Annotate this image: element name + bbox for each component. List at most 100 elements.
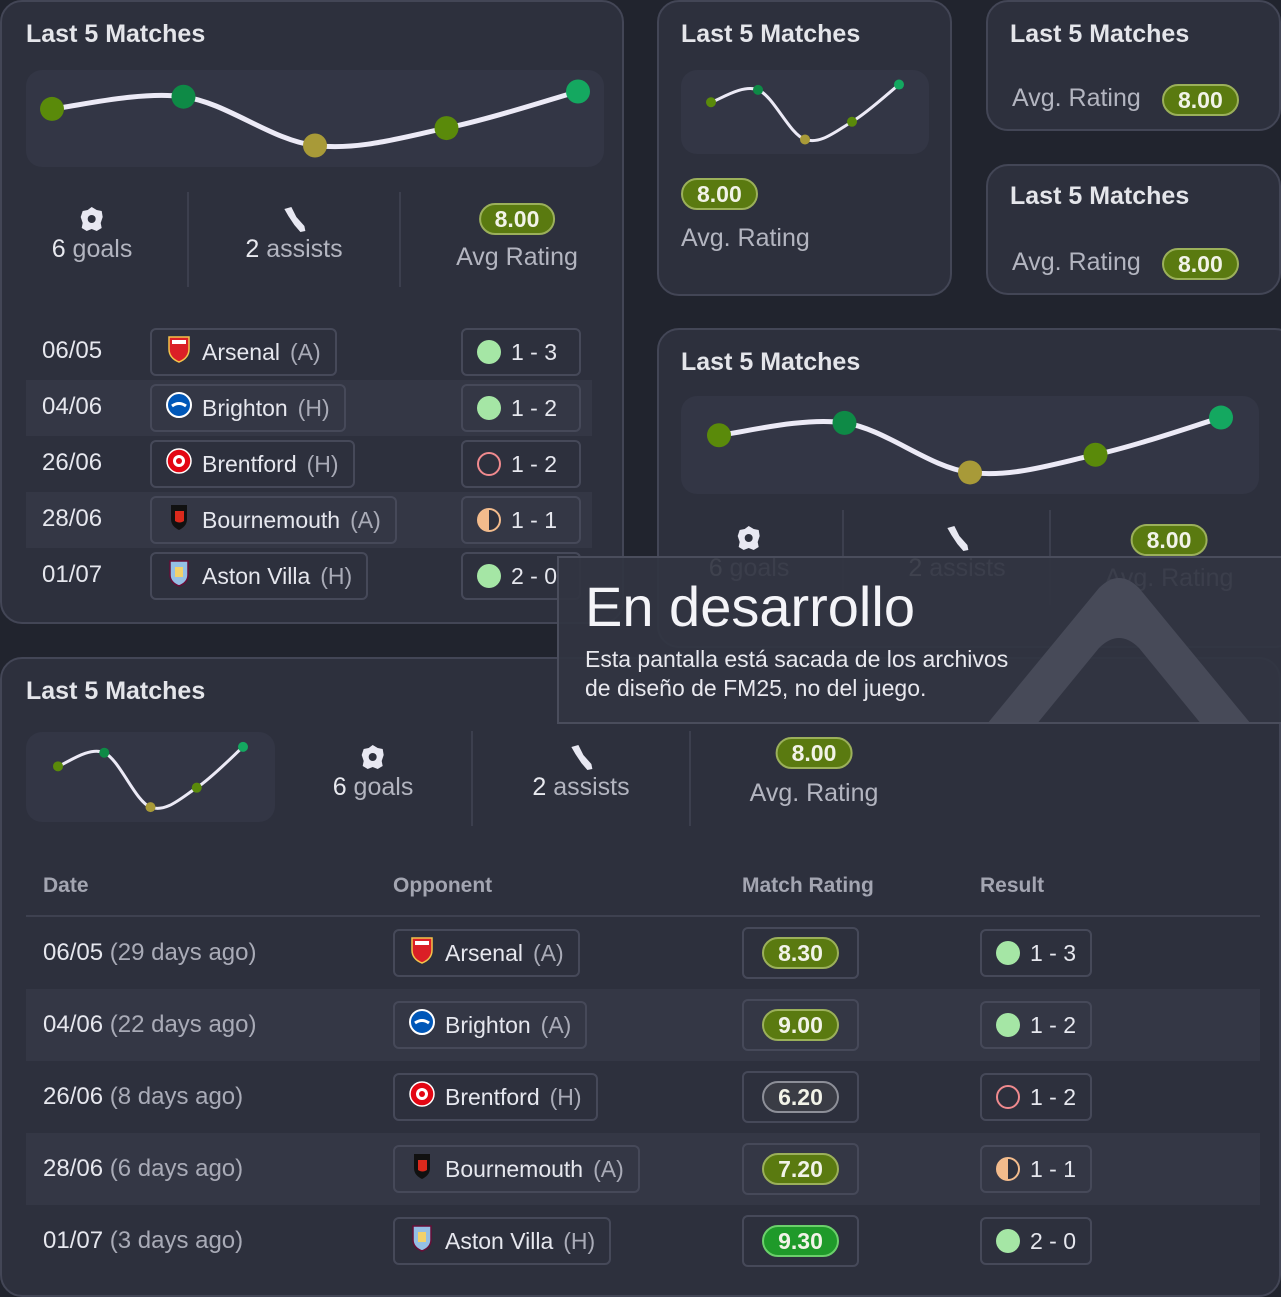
match-row[interactable]: 01/07 Aston Villa (H) 2 - 0 [26, 548, 592, 604]
venue: (A) [350, 506, 381, 533]
opponent-chip[interactable]: Arsenal (A) [393, 929, 580, 977]
match-rating-badge: 6.20 [762, 1081, 839, 1113]
venue: (A) [593, 1155, 624, 1182]
opponent-chip[interactable]: Aston Villa (H) [393, 1217, 612, 1265]
opponent-chip[interactable]: Brighton (H) [150, 384, 346, 432]
sparkline-point[interactable] [706, 97, 716, 108]
avg-rating-label: Avg. Rating [1012, 248, 1141, 276]
sparkline-point[interactable] [40, 96, 64, 121]
result-chip: 1 - 2 [461, 440, 581, 488]
soccer-ball-icon [709, 524, 790, 554]
sparkline-point[interactable] [832, 410, 857, 435]
column-header-result[interactable]: Result [980, 874, 1045, 897]
venue: (A) [540, 1011, 572, 1038]
opponent-chip[interactable]: Brentford (H) [150, 440, 355, 488]
sparkline-point[interactable] [303, 133, 327, 158]
column-header-date[interactable]: Date [43, 874, 89, 897]
match-date: 26/06 [42, 449, 103, 476]
sparkline-point[interactable] [238, 741, 248, 752]
sparkline-point[interactable] [800, 134, 810, 145]
table-row[interactable]: 01/07 (3 days ago) Aston Villa (H) 9.30 2… [26, 1205, 1260, 1277]
villa-crest-icon [409, 1224, 435, 1258]
team-name: Brighton [445, 1011, 531, 1038]
goals-stat: 6 goals [333, 743, 413, 802]
sparkline-point[interactable] [145, 802, 156, 813]
rating-sparkline [681, 70, 929, 154]
sparkline-point[interactable] [894, 79, 904, 90]
last-matches-card-small: Last 5 Matches Avg. Rating 8.00 [986, 0, 1281, 131]
match-row[interactable]: 26/06 Brentford (H) 1 - 2 [26, 436, 592, 492]
venue: (H) [306, 450, 339, 477]
win-indicator-icon [477, 396, 501, 420]
match-row[interactable]: 04/06 Brighton (H) 1 - 2 [26, 380, 592, 436]
table-row[interactable]: 06/05 (29 days ago) Arsenal (A) 8.30 1 - … [26, 917, 1260, 989]
match-rating-cell: 7.20 [742, 1143, 859, 1195]
card-title: Last 5 Matches [26, 20, 206, 48]
avg-rating-badge: 8.00 [478, 203, 556, 235]
rating-sparkline [26, 732, 275, 822]
opponent-chip[interactable]: Bournemouth (A) [150, 496, 397, 544]
divider [471, 731, 473, 826]
sparkline-point[interactable] [1209, 405, 1233, 430]
opponent-chip[interactable]: Brentford (H) [393, 1073, 598, 1121]
brentford-crest-icon [166, 447, 192, 481]
table-row[interactable]: 26/06 (8 days ago) Brentford (H) 6.20 1 -… [26, 1061, 1260, 1133]
avg-rating-badge: 8.00 [1162, 84, 1239, 116]
bournemouth-crest-icon [166, 503, 192, 537]
sparkline-point[interactable] [99, 747, 110, 758]
win-indicator-icon [477, 564, 501, 588]
score: 1 - 2 [1030, 1011, 1077, 1038]
sparkline-point[interactable] [1083, 442, 1108, 467]
win-indicator-icon [996, 941, 1020, 965]
win-indicator-icon [996, 1229, 1020, 1253]
opponent-chip[interactable]: Brighton (A) [393, 1001, 588, 1049]
team-name: Brentford [445, 1083, 540, 1110]
match-row[interactable]: 06/05 Arsenal (A) 1 - 3 [26, 324, 592, 380]
brighton-crest-icon [166, 391, 192, 425]
avg-rating-badge: 8.00 [775, 737, 853, 769]
in-development-banner: En desarrollo Esta pantalla está sacada … [557, 556, 1281, 724]
sparkline-point[interactable] [753, 84, 763, 95]
score: 1 - 2 [511, 450, 558, 477]
card-title: Last 5 Matches [1010, 20, 1190, 48]
sparkline-point[interactable] [171, 84, 196, 109]
sparkline-point[interactable] [958, 460, 982, 485]
card-title: Last 5 Matches [1010, 182, 1190, 210]
score: 2 - 0 [1030, 1227, 1077, 1254]
opponent-chip[interactable]: Arsenal (A) [150, 328, 337, 376]
opponent-chip[interactable]: Bournemouth (A) [393, 1145, 640, 1193]
team-name: Brentford [202, 450, 297, 477]
avg-rating-badge: 8.00 [1130, 524, 1208, 556]
table-row[interactable]: 28/06 (6 days ago) Bournemouth (A) 7.20 1… [26, 1133, 1260, 1205]
avg-rating-badge: 8.00 [681, 178, 758, 210]
draw-indicator-icon [477, 508, 501, 532]
last-matches-card-medium: Last 5 Matches 8.00 Avg. Rating [657, 0, 952, 296]
team-name: Arsenal [445, 939, 523, 966]
match-date: 26/06 (8 days ago) [43, 1083, 244, 1110]
villa-crest-icon [166, 559, 192, 593]
sparkline-point[interactable] [707, 423, 731, 448]
table-row[interactable]: 04/06 (22 days ago) Brighton (A) 9.00 1 -… [26, 989, 1260, 1061]
sparkline-line [57, 745, 244, 810]
bournemouth-crest-icon [409, 1152, 435, 1186]
last-matches-card-full: Last 5 Matches 6 goals 2 assists 8.00 Avg… [0, 657, 1281, 1297]
match-date: 04/06 [42, 393, 103, 420]
result-chip: 1 - 1 [980, 1145, 1093, 1193]
sparkline-point[interactable] [566, 79, 590, 104]
match-rating-badge: 7.20 [762, 1153, 839, 1185]
score: 1 - 1 [511, 506, 558, 533]
sparkline-point[interactable] [847, 116, 857, 127]
column-header-match-rating[interactable]: Match Rating [742, 874, 874, 897]
column-header-opponent[interactable]: Opponent [393, 874, 493, 897]
result-chip: 2 - 0 [461, 552, 581, 600]
match-rating-badge: 8.30 [762, 937, 839, 969]
sparkline-point[interactable] [53, 761, 63, 772]
match-row[interactable]: 28/06 Bournemouth (A) 1 - 1 [26, 492, 592, 548]
score: 1 - 2 [1030, 1083, 1077, 1110]
opponent-chip[interactable]: Aston Villa (H) [150, 552, 369, 600]
venue: (H) [549, 1083, 582, 1110]
match-date: 06/05 (29 days ago) [43, 939, 257, 966]
match-date: 28/06 (6 days ago) [43, 1155, 244, 1182]
sparkline-point[interactable] [434, 116, 459, 141]
sparkline-point[interactable] [191, 782, 202, 793]
